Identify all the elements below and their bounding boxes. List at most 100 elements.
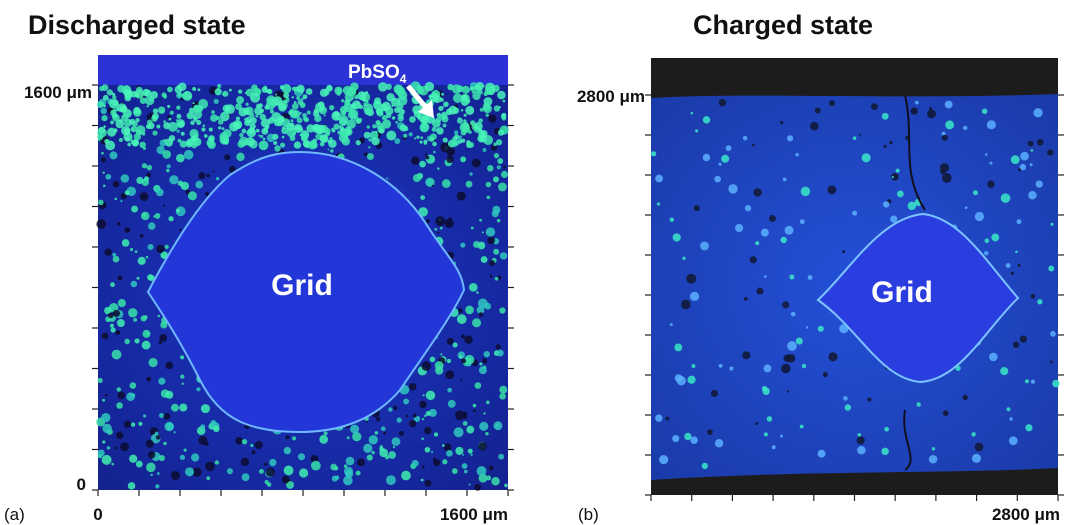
speck [168,216,173,221]
speck [393,406,397,410]
speck [340,126,345,131]
speck [430,133,437,140]
speck [140,192,149,201]
speck [486,182,492,188]
speck [347,120,356,129]
speck [206,174,210,178]
speck [487,196,491,200]
speck [369,435,378,444]
speck [110,110,116,116]
speck [842,250,845,253]
speck [263,138,266,141]
speck [461,130,467,136]
speck [466,426,474,434]
speck [376,122,383,129]
speck [659,455,668,464]
speck [115,447,118,450]
speck [460,243,465,248]
speck [1001,193,1011,203]
speck [180,455,185,460]
speck [188,191,197,200]
speck [767,416,772,421]
speck [434,432,438,436]
speck [441,93,444,96]
speck [135,338,140,343]
speck [375,431,378,434]
speck [764,432,768,436]
speck [368,146,370,148]
speck [292,103,299,110]
speck [985,153,988,156]
speck [452,84,461,93]
speck [150,91,158,99]
speck [156,435,161,440]
speck [474,484,481,491]
speck [168,118,171,121]
speck [972,454,981,463]
speck [432,142,437,147]
speck [975,212,984,221]
speck [118,275,123,280]
speck [460,378,462,380]
speck [273,141,277,145]
speck [430,357,436,363]
speck [859,134,861,136]
speck [882,113,889,120]
speck [467,363,471,367]
page: Discharged state Grid PbSO4 1600 μm 0 0 … [0,0,1071,525]
speck [302,113,307,118]
speck [892,176,894,178]
speck [191,453,199,461]
speck [501,171,508,178]
speck [120,442,129,451]
speck [409,132,413,136]
speck [503,166,506,169]
speck [363,444,372,453]
speck [1031,149,1034,152]
speck [462,463,468,469]
speck [284,466,294,476]
speck [857,446,865,454]
speck [1020,152,1029,161]
speck [651,151,656,156]
speck [867,397,871,401]
speck [1050,223,1053,226]
speck [245,103,248,106]
speck [800,425,804,429]
speck [477,135,485,143]
speck [791,312,796,317]
speck [306,88,313,95]
speck [498,183,507,192]
speck [261,128,268,135]
speck [416,136,419,139]
speck [475,382,482,389]
speck [259,469,264,474]
speck [184,448,187,451]
speck [461,94,467,100]
speck [489,260,495,266]
speck [136,87,143,94]
speck [110,282,115,287]
speck [464,470,468,474]
speck [129,119,135,125]
speck [742,351,750,359]
speck [337,88,341,92]
speck [465,306,474,315]
speck [133,107,140,114]
speck [146,463,156,473]
speck [424,427,431,434]
speck [177,114,182,119]
speck [104,125,106,127]
speck [772,445,776,449]
speck [690,292,699,301]
speck [497,165,501,169]
speck [200,424,205,429]
speck [372,124,376,128]
speck [110,324,114,328]
speck [718,163,721,166]
speck [463,411,467,415]
speck [292,436,296,440]
speck [165,245,169,249]
speck [155,432,159,436]
speck [275,94,277,96]
